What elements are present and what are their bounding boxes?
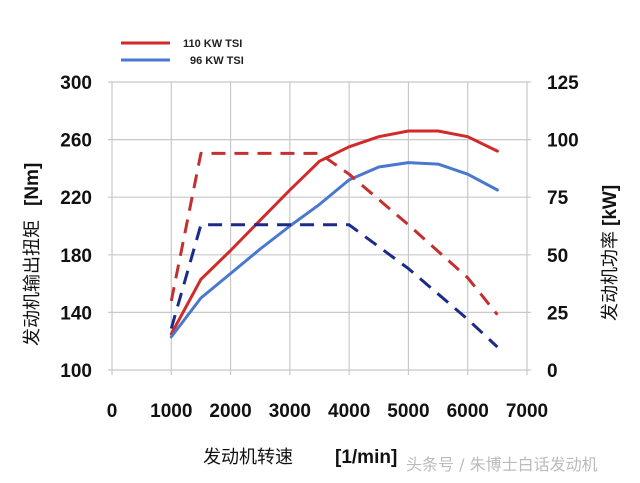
x-tick-label: 0 — [107, 401, 118, 422]
y-left-tick-label: 300 — [60, 73, 92, 94]
legend-label-110kw: 110 KW TSI — [183, 38, 242, 50]
y-right-tick-label: 0 — [547, 361, 558, 382]
y-left-tick-label: 100 — [60, 361, 92, 382]
y-left-tick-label: 260 — [60, 131, 92, 152]
right-axis-title: 发动机功率 [kW] — [600, 185, 621, 321]
y-right-tick-label: 125 — [547, 73, 579, 94]
right-axis-label: 发动机功率 — [600, 231, 621, 321]
x-tick-label: 4000 — [328, 401, 370, 422]
y-right-tick-label: 50 — [547, 246, 568, 267]
x-tick-label: 7000 — [506, 401, 548, 422]
y-right-tick-label: 25 — [547, 303, 569, 324]
left-axis-title: 发动机输出扭矩 [Nm] — [22, 163, 43, 346]
legend-label-96kw: 96 KW TSI — [190, 55, 244, 67]
tick-labels: 0 1000 2000 3000 4000 5000 6000 700030026022018… — [60, 73, 579, 422]
y-left-tick-label: 140 — [60, 303, 92, 324]
y-right-tick-label: 75 — [547, 188, 569, 209]
x-tick-label: 2000 — [209, 401, 251, 422]
watermark: 头条号 / 朱博士白话发动机 — [406, 455, 598, 474]
110-kw-tsi-torque-line — [169, 129, 499, 336]
left-axis-label: 发动机输出扭矩 — [22, 220, 43, 346]
legend: 110 KW TSI 96 KW TSI — [121, 38, 244, 67]
96-kw-tsi-power-line — [169, 223, 499, 349]
x-axis-unit: [1/min] — [335, 447, 397, 468]
x-tick-label: 1000 — [150, 401, 192, 422]
y-right-tick-label: 100 — [547, 131, 579, 152]
y-left-tick-label: 180 — [60, 246, 92, 267]
right-axis-unit: [kW] — [600, 185, 621, 226]
96-kw-tsi-torque-line — [169, 161, 499, 339]
110-kw-tsi-power-line — [169, 151, 499, 316]
x-axis-label: 发动机转速 — [203, 447, 293, 468]
series-lines — [169, 129, 499, 349]
x-tick-label: 5000 — [387, 401, 429, 422]
x-tick-label: 6000 — [447, 401, 489, 422]
y-left-tick-label: 220 — [60, 188, 92, 209]
x-tick-label: 3000 — [269, 401, 311, 422]
left-axis-unit: [Nm] — [22, 163, 43, 206]
